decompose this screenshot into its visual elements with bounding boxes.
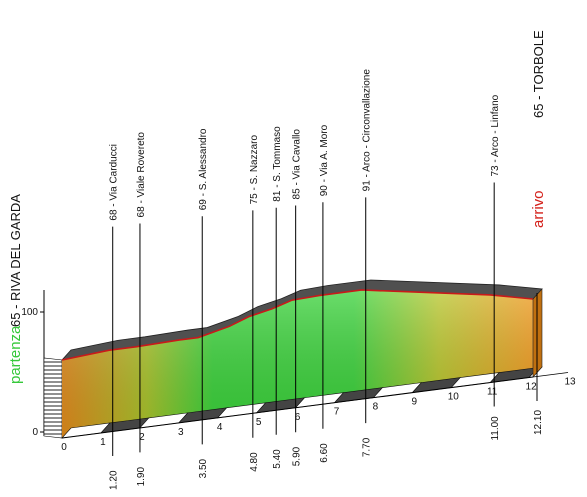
x-tick-label: 13 [564,376,576,387]
waypoint-label-group: 85 - Via Cavallo [292,129,303,200]
waypoint-label: 69 - S. Alessandro [198,128,209,210]
waypoint-km-group: 5.90 [292,446,303,466]
x-tick-label: 8 [373,402,379,413]
x-tick-label: 3 [178,427,184,438]
x-tick-label: 4 [217,422,223,433]
waypoint-km-label: 11.00 [490,416,501,441]
waypoint-km-label: 1.20 [109,470,120,490]
waypoint-km-label: 4.80 [249,452,260,472]
waypoint-label-group: 75 - S. Nazzaro [249,134,260,204]
profile-area-layer [43,279,569,439]
waypoint-km-label: 7.70 [362,437,373,457]
waypoint-label: 90 - Via A. Moro [319,124,330,196]
waypoint-km-label: 1.90 [136,467,147,487]
finish-label-group: arrivo [530,190,547,228]
waypoint-km-group: 3.50 [198,458,209,478]
y-tick-label: 100 [21,307,38,318]
finish-label: arrivo [530,190,547,228]
waypoint-label-group: 91 - Arco - Circonvallazione [362,69,373,192]
start-place: 65 - RIVA DEL GARDA [8,194,23,327]
waypoint-label-group: 68 - Viale Rovereto [136,132,147,218]
axis-layer: 0 100 [21,290,45,438]
start-label: partenza [7,325,24,384]
waypoint-label: 81 - S. Tommaso [272,126,283,202]
waypoint-layer: 68 - Via Carducci 1.20 68 - Viale Rovereto… [109,69,544,490]
waypoint-label: 73 - Arco - Linfano [490,94,501,176]
waypoint-label: 68 - Via Carducci [109,144,120,221]
waypoint-km-group: 1.90 [136,467,147,487]
waypoint-label-group: 90 - Via A. Moro [319,124,330,196]
base-edge [61,376,534,439]
y-tick-label: 0 [32,427,38,438]
waypoint-km-label: 6.60 [319,443,330,463]
waypoint-km-group: 4.80 [249,452,260,472]
waypoint-label: 68 - Viale Rovereto [136,132,147,218]
waypoint-km-group: 7.70 [362,437,373,457]
waypoint-label-group: 68 - Via Carducci [109,144,120,221]
profile-front-shade [62,289,533,438]
finish-place-group: 65 - TORBOLE [531,30,546,118]
start-wall [43,357,63,439]
waypoint-label-group: 73 - Arco - Linfano [490,94,501,176]
waypoint-label: 91 - Arco - Circonvallazione [362,69,373,192]
waypoint-km-group: 5.40 [272,449,283,469]
profile-edge-line [61,289,534,361]
waypoint-label-group: 81 - S. Tommaso [272,126,283,202]
waypoint-km-group: 11.00 [490,416,501,441]
x-tick-label: 9 [412,397,418,408]
x-tick-label: 7 [334,407,340,418]
x-tick-label: 12 [526,382,538,393]
axis-extension [532,372,569,378]
waypoint-km-label: 3.50 [198,458,209,478]
x-tick-layer: 0 1 2 3 4 5 6 7 8 9 10 11 12 13 [61,376,576,453]
x-tick-label: 6 [295,412,301,423]
waypoint-km-label: 5.40 [272,449,283,469]
waypoint-km-group: 6.60 [319,443,330,463]
x-tick-label: 5 [256,417,262,428]
x-tick-label: 10 [448,392,460,403]
waypoint-km-label: 12.10 [533,410,544,435]
x-tick-label: 2 [139,432,145,443]
waypoint-km-group: 1.20 [109,470,120,490]
start-label-group: partenza [7,325,24,384]
x-tick-label: 0 [61,442,67,453]
x-tick-label: 1 [100,437,106,448]
waypoint-label-group: 69 - S. Alessandro [198,128,209,210]
waypoint-label: 75 - S. Nazzaro [249,134,260,204]
waypoint-km-label: 5.90 [292,446,303,466]
waypoint-km-group: 12.10 [533,410,544,435]
start-place-group: 65 - RIVA DEL GARDA [8,194,23,327]
x-tick-label: 11 [487,387,498,398]
waypoint-label: 85 - Via Cavallo [292,129,303,200]
finish-place: 65 - TORBOLE [531,30,546,118]
